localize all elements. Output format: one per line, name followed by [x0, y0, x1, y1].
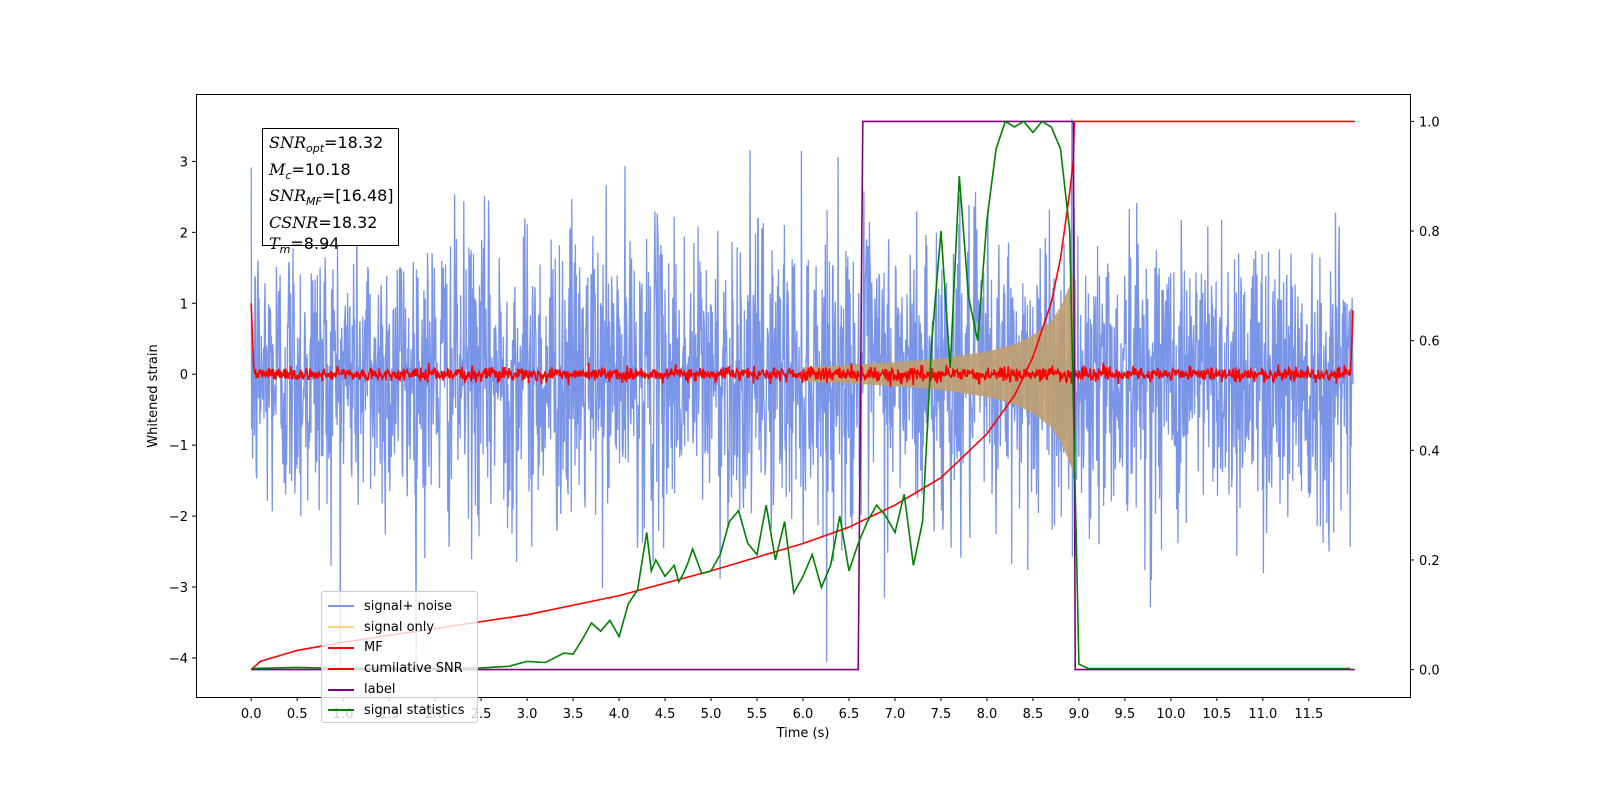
x-tick-label: 3.5	[563, 707, 584, 722]
legend-label: MF	[364, 640, 383, 656]
x-tick-label: 4.5	[655, 707, 676, 722]
legend-item: signal only	[328, 617, 471, 638]
stats-annotation: SNRopt=18.32 Mc=10.18 SNRMF=[16.48] CSNR…	[262, 128, 399, 256]
mf-series	[250, 303, 1354, 387]
mc-value: =10.18	[291, 159, 351, 179]
y2-tick-label: 0.4	[1419, 444, 1440, 459]
mc-line: Mc=10.18	[269, 159, 351, 182]
snr-mf-line: SNRMF=[16.48]	[269, 186, 394, 209]
y-tick-label: −4	[169, 652, 188, 667]
x-tick-label: 4.0	[609, 707, 630, 722]
legend-item: MF	[328, 638, 471, 659]
tm-line: Tm=8.94	[269, 233, 340, 256]
x-tick-label: 9.5	[1115, 707, 1136, 722]
snr-mf-value: =[16.48]	[321, 186, 394, 206]
x-tick-label: 9.0	[1069, 707, 1090, 722]
y-tick-label: −1	[169, 439, 188, 454]
x-tick-label: 10.0	[1156, 707, 1185, 722]
x-axis-label: Time (s)	[776, 726, 830, 741]
legend-item: cumilative SNR	[328, 658, 471, 679]
x-tick-label: 5.5	[747, 707, 768, 722]
x-tick-label: 6.0	[793, 707, 814, 722]
y2-tick-label: 0.6	[1419, 335, 1440, 350]
legend-swatch	[328, 646, 354, 649]
x-tick-label: 7.5	[931, 707, 952, 722]
y-axis-ticks: 3 2 1 0 −1 −2 −3 −4	[169, 155, 196, 667]
y2-tick-label: 0.8	[1419, 225, 1440, 240]
x-tick-label: 3.0	[517, 707, 538, 722]
y2-axis-ticks: 1.0 0.8 0.6 0.4 0.2 0.0	[1410, 115, 1440, 679]
tm-value: =8.94	[290, 233, 340, 253]
x-tick-label: 8.5	[1023, 707, 1044, 722]
y-tick-label: −2	[169, 510, 188, 525]
y2-tick-label: 0.0	[1419, 664, 1440, 679]
y-tick-label: 0	[180, 368, 188, 383]
legend-item: signal statistics	[328, 700, 471, 721]
legend-swatch	[328, 605, 354, 608]
x-tick-label: 10.5	[1202, 707, 1231, 722]
signal-statistics-line	[251, 120, 1351, 670]
legend-label: cumilative SNR	[364, 661, 463, 677]
label-line	[251, 120, 1355, 671]
x-tick-label: 0.5	[287, 707, 308, 722]
y-tick-label: 3	[180, 155, 188, 170]
legend-label: label	[364, 682, 396, 698]
legend-swatch	[328, 709, 354, 712]
legend-item: signal+ noise	[328, 596, 471, 617]
y-tick-label: 2	[180, 226, 188, 241]
legend-swatch	[328, 667, 354, 670]
legend-swatch	[328, 626, 354, 629]
y-tick-label: 1	[180, 297, 188, 312]
snr-opt-value: =18.32	[324, 133, 384, 152]
signal-noise-line	[250, 118, 1354, 669]
x-tick-label: 8.0	[977, 707, 998, 722]
snr-opt-line: SNRopt=18.32	[269, 133, 384, 156]
x-tick-label: 11.0	[1248, 707, 1277, 722]
legend: signal+ noise signal only MF cumilative …	[321, 591, 478, 723]
y2-tick-label: 1.0	[1419, 115, 1440, 130]
y-axis-label: Whitened strain	[146, 344, 161, 447]
y-tick-label: −3	[169, 581, 188, 596]
y2-tick-label: 0.2	[1419, 554, 1440, 569]
x-tick-label: 11.5	[1294, 707, 1323, 722]
legend-label: signal only	[364, 619, 435, 635]
csnr-line: CSNR=18.32	[269, 213, 378, 233]
legend-label: signal statistics	[364, 702, 465, 718]
signal-noise-series	[250, 118, 1354, 669]
legend-swatch	[328, 688, 354, 691]
x-tick-label: 6.5	[839, 707, 860, 722]
x-tick-label: 7.0	[885, 707, 906, 722]
x-tick-label: 0.0	[241, 707, 262, 722]
mf-line	[250, 303, 1354, 387]
csnr-value: =18.32	[318, 213, 378, 233]
x-tick-label: 5.0	[701, 707, 722, 722]
legend-item: label	[328, 679, 471, 700]
legend-label: signal+ noise	[364, 598, 453, 614]
